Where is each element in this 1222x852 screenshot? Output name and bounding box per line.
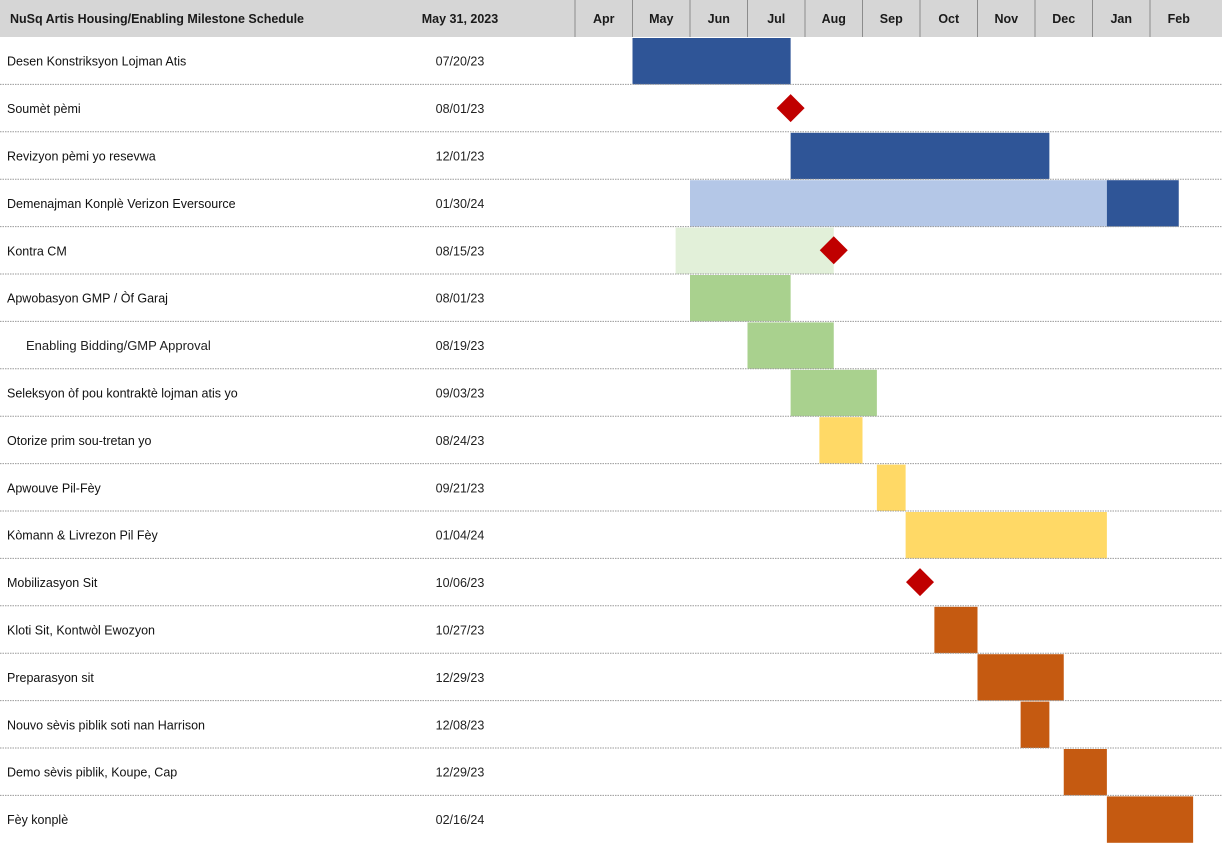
task-date: 08/24/23 (436, 434, 485, 448)
task-bar (819, 417, 863, 464)
chart-title: NuSq Artis Housing/Enabling Milestone Sc… (10, 12, 304, 26)
task-date: 08/01/23 (436, 102, 485, 116)
month-label: Jan (1110, 12, 1132, 26)
task-date: 01/04/24 (436, 529, 485, 543)
task-row: Kloti Sit, Kontwòl Ewozyon 10/27/23 (0, 606, 1222, 654)
task-date: 08/19/23 (436, 339, 485, 353)
task-label: Kòmann & Livrezon Pil Fèy (7, 529, 159, 543)
task-label: Demo sèvis piblik, Koupe, Cap (7, 766, 177, 780)
milestone-diamond (819, 236, 848, 265)
task-bar (1106, 180, 1179, 227)
month-label: May (649, 12, 673, 26)
task-bar (747, 322, 834, 369)
task-label: Enabling Bidding/GMP Approval (26, 338, 211, 353)
task-row: Mobilizasyon Sit 10/06/23 (0, 568, 1222, 607)
task-label: Preparasyon sit (7, 671, 94, 685)
month-label: Jul (767, 12, 785, 26)
task-label: Revizyon pèmi yo resevwa (7, 150, 156, 164)
task-bar (1063, 749, 1107, 796)
task-bar (790, 132, 1050, 180)
task-row: Fèy konplè 02/16/24 (7, 796, 1194, 843)
task-date: 08/01/23 (436, 292, 485, 306)
task-row: Preparasyon sit 12/29/23 (0, 654, 1222, 702)
status-date: May 31, 2023 (422, 12, 498, 26)
task-row: Kòmann & Livrezon Pil Fèy 01/04/24 (0, 512, 1222, 559)
task-row: Seleksyon òf pou kontraktè lojman atis y… (0, 369, 1222, 417)
task-row: Soumèt pèmi 08/01/23 (0, 94, 1222, 133)
task-bar (1106, 796, 1194, 843)
task-date: 12/01/23 (436, 150, 485, 164)
month-axis: Apr May Jun Jul Aug Sep Oct Nov Dec Jan Feb (574, 0, 1191, 37)
task-date: 09/03/23 (436, 387, 485, 401)
task-bar (1020, 701, 1050, 748)
month-label: Feb (1168, 12, 1191, 26)
month-label: Dec (1052, 12, 1075, 26)
task-bar (675, 227, 834, 274)
task-row: Apwouve Pil-Fèy 09/21/23 (0, 464, 1222, 512)
task-label: Apwobasyon GMP / Òf Garaj (7, 291, 168, 306)
task-date: 01/30/24 (436, 197, 485, 211)
task-row: Desen Konstriksyon Lojman Atis 07/20/23 (0, 38, 1222, 85)
task-row: Enabling Bidding/GMP Approval 08/19/23 (0, 322, 1222, 370)
task-label: Apwouve Pil-Fèy (7, 481, 102, 495)
task-bar (977, 654, 1064, 701)
task-label: Kloti Sit, Kontwòl Ewozyon (7, 624, 155, 638)
task-label: Desen Konstriksyon Lojman Atis (7, 55, 186, 69)
task-row: Otorize prim sou-tretan yo 08/24/23 (0, 417, 1222, 465)
task-row: Demo sèvis piblik, Koupe, Cap 12/29/23 (0, 749, 1222, 796)
milestone-diamond (776, 94, 805, 123)
task-date: 12/08/23 (436, 718, 485, 732)
month-label: Aug (822, 12, 846, 26)
task-date: 08/15/23 (436, 244, 485, 258)
header-background (0, 0, 1222, 37)
task-label: Otorize prim sou-tretan yo (7, 434, 152, 448)
task-bar (876, 464, 906, 511)
task-row: Apwobasyon GMP / Òf Garaj 08/01/23 (0, 275, 1222, 322)
task-bar (905, 512, 1107, 559)
month-label: Oct (938, 12, 960, 26)
task-date: 02/16/24 (436, 813, 485, 827)
task-bar (934, 606, 978, 654)
task-row: Demenajman Konplè Verizon Eversource 01/3… (0, 180, 1222, 228)
task-date: 07/20/23 (436, 55, 485, 69)
task-label: Demenajman Konplè Verizon Eversource (7, 197, 236, 211)
task-row: Kontra CM 08/15/23 (0, 227, 1222, 275)
task-label: Kontra CM (7, 244, 67, 258)
task-bar (632, 38, 791, 85)
task-label: Nouvo sèvis piblik soti nan Harrison (7, 718, 205, 732)
month-label: Nov (994, 12, 1018, 26)
task-bar (690, 275, 791, 322)
task-row: Revizyon pèmi yo resevwa 12/01/23 (0, 132, 1222, 180)
month-label: Jun (708, 12, 730, 26)
task-date: 12/29/23 (436, 766, 485, 780)
task-label: Soumèt pèmi (7, 102, 81, 116)
chart-header: NuSq Artis Housing/Enabling Milestone Sc… (0, 0, 1222, 37)
task-row: Nouvo sèvis piblik soti nan Harrison 12/0… (0, 701, 1222, 749)
task-bar (790, 369, 877, 417)
task-bar (690, 180, 1107, 227)
month-label: Sep (880, 12, 903, 26)
milestone-diamond (906, 568, 934, 597)
task-date: 10/06/23 (436, 576, 485, 590)
month-label: Apr (593, 12, 615, 26)
task-label: Fèy konplè (7, 813, 68, 827)
task-label: Mobilizasyon Sit (7, 576, 98, 590)
task-label: Seleksyon òf pou kontraktè lojman atis y… (7, 387, 238, 401)
task-date: 09/21/23 (436, 481, 485, 495)
task-rows: Desen Konstriksyon Lojman Atis 07/20/23 So… (0, 38, 1222, 843)
task-date: 12/29/23 (436, 671, 485, 685)
task-date: 10/27/23 (436, 624, 485, 638)
